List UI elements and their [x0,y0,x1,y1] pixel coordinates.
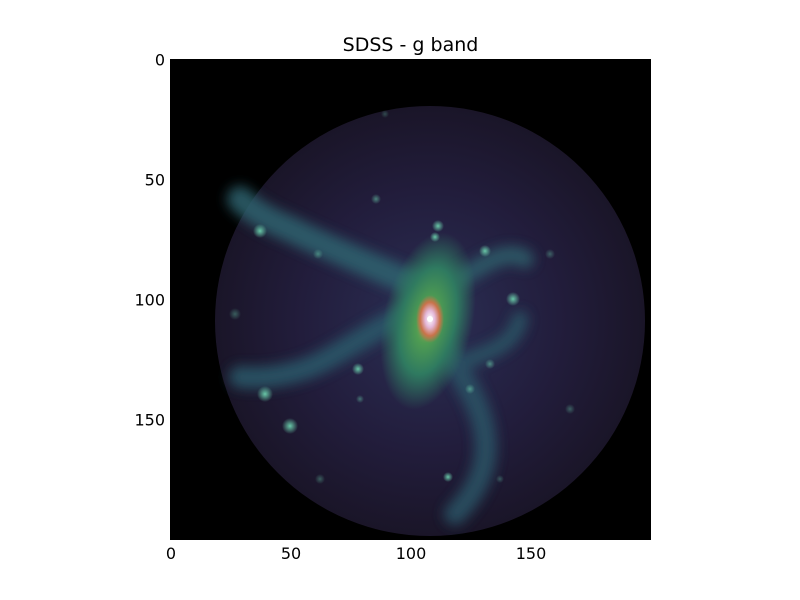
star-knots [229,110,575,484]
y-tick-label: 50 [144,170,165,190]
y-tick-label: 100 [134,290,165,310]
y-tick-label: 0 [154,50,165,70]
plot-title: SDSS - g band [342,34,479,56]
x-tick-label: 100 [395,544,427,563]
image-axes [170,59,651,540]
x-tick-label: 50 [280,544,302,563]
x-tick-label: 150 [515,544,547,563]
y-tick-label: 150 [134,410,165,430]
galaxy-image [170,59,651,540]
x-tick-label: 0 [165,544,177,563]
